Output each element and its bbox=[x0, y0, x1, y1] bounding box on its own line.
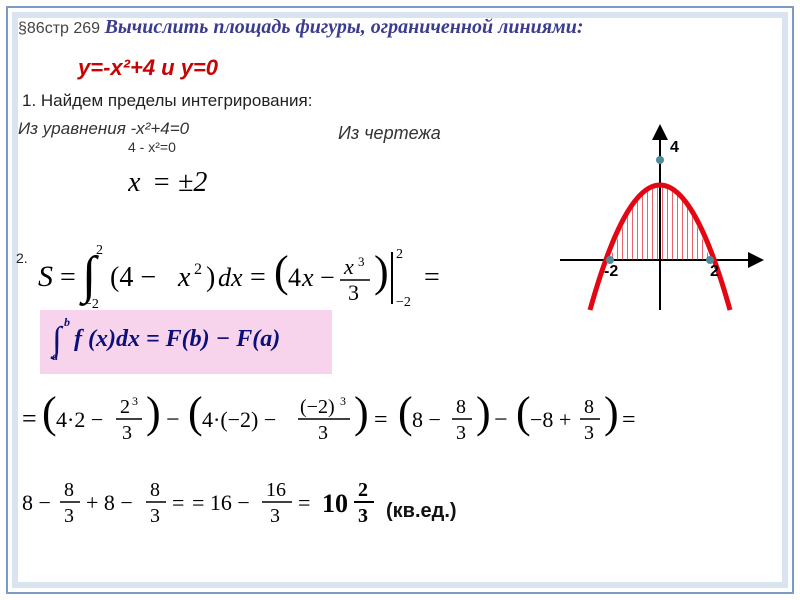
svg-text:−: − bbox=[494, 407, 508, 433]
svg-text:8 −: 8 − bbox=[412, 407, 441, 432]
svg-text:(−2): (−2) bbox=[300, 396, 335, 418]
svg-text:3: 3 bbox=[584, 422, 594, 444]
svg-text:x: x bbox=[177, 262, 191, 293]
svg-text:): ) bbox=[206, 262, 215, 293]
svg-text:(: ( bbox=[188, 388, 203, 437]
svg-text:f (x)dx = F(b) − F(a): f (x)dx = F(b) − F(a) bbox=[74, 326, 280, 352]
svg-text:3: 3 bbox=[358, 505, 368, 527]
svg-text:=: = bbox=[374, 407, 388, 433]
svg-text:2: 2 bbox=[96, 243, 103, 258]
svg-text:): ) bbox=[146, 388, 161, 437]
main-equation: y=-x²+4 и y=0 bbox=[78, 55, 782, 81]
svg-text:S: S bbox=[38, 260, 53, 293]
svg-text:x: x bbox=[301, 263, 314, 292]
svg-text:−: − bbox=[320, 263, 335, 292]
svg-text:= 16 −: = 16 − bbox=[192, 490, 250, 515]
svg-text:3: 3 bbox=[150, 505, 160, 527]
svg-text:=: = bbox=[152, 167, 171, 198]
parabola-graph: -2 2 4 bbox=[550, 120, 770, 320]
svg-text:(: ( bbox=[274, 247, 289, 296]
evaluation-line-1: = ( 4·2 − 2 3 3 ) − ( 4·(−2) − (−2) 3 3 … bbox=[22, 385, 782, 457]
reference: §86стр 269 bbox=[18, 20, 100, 37]
svg-text:−2: −2 bbox=[396, 295, 411, 310]
header: §86стр 269 Вычислить площадь фигуры, огр… bbox=[18, 16, 782, 39]
svg-text:3: 3 bbox=[318, 422, 328, 444]
svg-text:=: = bbox=[22, 404, 37, 433]
svg-text:=: = bbox=[172, 490, 184, 515]
svg-text:4: 4 bbox=[288, 263, 301, 292]
svg-text:2: 2 bbox=[358, 479, 368, 501]
svg-text:(: ( bbox=[42, 388, 57, 437]
svg-text:a: a bbox=[52, 349, 58, 362]
svg-text:=: = bbox=[424, 262, 440, 293]
svg-text:3: 3 bbox=[132, 394, 138, 408]
svg-text:): ) bbox=[374, 247, 389, 296]
svg-text:b: b bbox=[64, 316, 70, 329]
svg-text:(: ( bbox=[398, 388, 413, 437]
svg-text:±2: ±2 bbox=[178, 167, 207, 198]
svg-text:(: ( bbox=[516, 388, 531, 437]
svg-text:−: − bbox=[166, 407, 180, 433]
svg-text:8: 8 bbox=[64, 479, 74, 501]
svg-text:16: 16 bbox=[266, 479, 286, 501]
svg-text:2: 2 bbox=[120, 396, 130, 418]
svg-text:8: 8 bbox=[584, 396, 594, 418]
svg-text:=: = bbox=[622, 407, 636, 433]
svg-text:10: 10 bbox=[322, 489, 348, 518]
svg-text:4·(−2) −: 4·(−2) − bbox=[202, 407, 276, 432]
svg-text:3: 3 bbox=[340, 394, 346, 408]
svg-text:3: 3 bbox=[122, 422, 132, 444]
answer-units: (кв.ед.) bbox=[386, 500, 457, 523]
ftc-formula: ∫ b a f (x)dx = F(b) − F(a) bbox=[40, 310, 332, 374]
svg-text:x: x bbox=[343, 254, 354, 279]
svg-text:3: 3 bbox=[64, 505, 74, 527]
x-equals-pm2: x = ±2 bbox=[128, 165, 248, 201]
from-equation-sub: 4 - x²=0 bbox=[128, 139, 318, 155]
integral-setup: S = ∫ 2 −2 (4 − x 2 ) dx = ( 4 x − x 3 3… bbox=[38, 240, 478, 317]
svg-text:4·2 −: 4·2 − bbox=[56, 407, 103, 432]
svg-text:=: = bbox=[250, 262, 266, 293]
step-1-heading: 1. Найдем пределы интегрирования: bbox=[22, 91, 782, 111]
svg-text:3: 3 bbox=[358, 254, 365, 269]
x-right-label: 2 bbox=[710, 263, 719, 280]
svg-text:=: = bbox=[298, 490, 310, 515]
svg-text:): ) bbox=[604, 388, 619, 437]
svg-text:): ) bbox=[354, 388, 369, 437]
svg-text:(4 −: (4 − bbox=[110, 262, 156, 293]
x-left-label: -2 bbox=[604, 263, 618, 280]
svg-text:2: 2 bbox=[194, 261, 202, 278]
svg-text:dx: dx bbox=[218, 263, 243, 292]
svg-text:8: 8 bbox=[456, 396, 466, 418]
svg-text:−8 +: −8 + bbox=[530, 407, 571, 432]
solution-x: x = ±2 bbox=[128, 165, 318, 208]
svg-text:2: 2 bbox=[396, 247, 403, 262]
svg-text:8: 8 bbox=[150, 479, 160, 501]
svg-text:3: 3 bbox=[348, 280, 359, 305]
from-drawing-label: Из чертежа bbox=[338, 123, 441, 144]
step-2-label: 2. bbox=[16, 250, 28, 266]
page-title: Вычислить площадь фигуры, ограниченной л… bbox=[105, 16, 584, 38]
svg-text:): ) bbox=[476, 388, 491, 437]
svg-text:3: 3 bbox=[456, 422, 466, 444]
y-top-label: 4 bbox=[670, 139, 679, 156]
svg-text:=: = bbox=[60, 262, 76, 293]
from-equation-line: Из уравнения -x²+4=0 bbox=[18, 119, 318, 139]
svg-text:+ 8 −: + 8 − bbox=[86, 490, 133, 515]
svg-text:8 −: 8 − bbox=[22, 490, 51, 515]
svg-text:3: 3 bbox=[270, 505, 280, 527]
svg-text:x: x bbox=[128, 167, 141, 198]
